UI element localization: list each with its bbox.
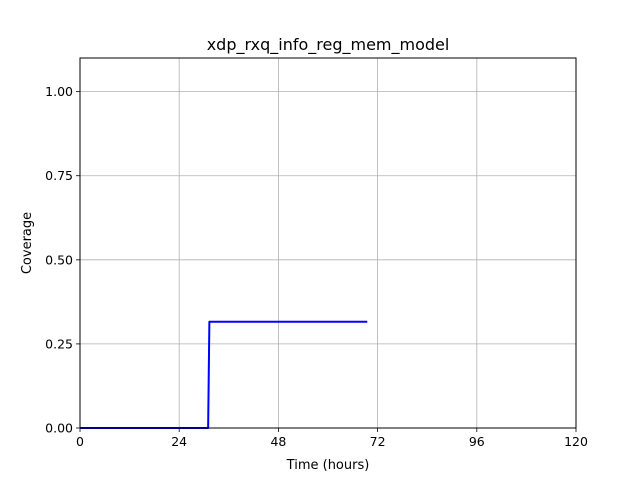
x-axis-label: Time (hours)	[286, 458, 370, 473]
x-tick-label: 24	[171, 434, 187, 449]
y-tick-label: 1.00	[45, 84, 73, 99]
x-tick-label: 0	[76, 434, 84, 449]
plot-frame	[79, 57, 577, 429]
x-tick-label: 48	[270, 434, 286, 449]
x-tick-label: 72	[370, 434, 386, 449]
y-tick-label: 0.25	[45, 336, 73, 351]
chart-title: xdp_rxq_info_reg_mem_model	[207, 35, 450, 55]
x-tick-label: 120	[564, 434, 588, 449]
y-tick-label: 0.00	[45, 421, 73, 436]
y-tick-label: 0.50	[45, 252, 73, 267]
tick-layer: 0 24 48 72 96 120 0.00 0.25 0.50 0.75 1.00	[45, 84, 588, 449]
x-tick-label: 96	[469, 434, 485, 449]
y-axis-label: Coverage	[20, 212, 35, 274]
y-tick-label: 0.75	[45, 168, 73, 183]
